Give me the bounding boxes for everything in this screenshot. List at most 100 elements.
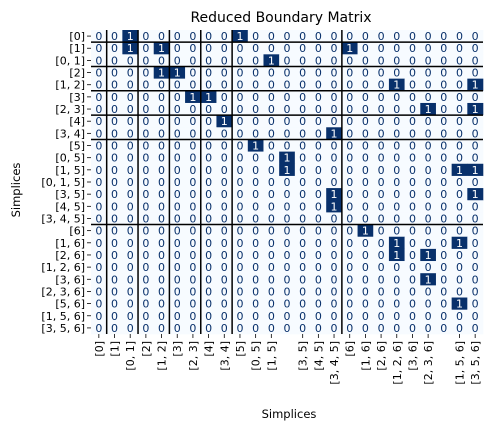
matrix-cell-value: 0 — [268, 212, 275, 225]
matrix-cell — [138, 248, 155, 262]
matrix-cell — [232, 200, 249, 213]
matrix-cell-value: 0 — [268, 127, 275, 140]
matrix-cell-value: 0 — [158, 273, 165, 286]
matrix-cell — [388, 42, 405, 55]
matrix-cell — [388, 273, 405, 286]
matrix-cell — [91, 30, 107, 43]
matrix-cell — [388, 309, 405, 323]
matrix-cell — [169, 102, 186, 116]
matrix-cell — [263, 163, 280, 177]
matrix-cell — [404, 66, 421, 79]
matrix-cell-value: 0 — [362, 140, 369, 153]
matrix-cell-value: 0 — [299, 67, 306, 80]
matrix-cell — [247, 115, 264, 128]
matrix-cell-value: 0 — [205, 152, 212, 165]
matrix-cell-value: 0 — [221, 249, 228, 262]
matrix-cell-value: 0 — [425, 188, 432, 201]
matrix-cell-value: 0 — [346, 30, 353, 43]
matrix-cell-value: 0 — [299, 176, 306, 189]
matrix-cell — [435, 78, 452, 92]
matrix-cell-value: 0 — [456, 200, 463, 213]
matrix-cell-value: 0 — [127, 310, 134, 323]
matrix-cell-value: 0 — [346, 249, 353, 262]
matrix-cell — [373, 66, 390, 79]
matrix-cell — [326, 127, 343, 140]
matrix-cell-value: 0 — [174, 237, 181, 250]
matrix-cell — [404, 273, 421, 286]
matrix-cell-value: 1 — [127, 30, 134, 43]
matrix-cell-value: 0 — [127, 67, 134, 80]
x-tick-label: [0, 1] — [124, 341, 137, 371]
matrix-cell — [185, 188, 202, 201]
matrix-cell — [153, 163, 170, 177]
matrix-cell — [263, 90, 280, 104]
matrix-cell — [326, 163, 343, 177]
matrix-cell — [388, 236, 405, 250]
matrix-cell-value: 0 — [284, 79, 291, 92]
y-tick-label: [1, 5] — [55, 164, 85, 177]
matrix-cell — [200, 261, 217, 274]
matrix-cell — [373, 248, 390, 262]
matrix-cell — [404, 90, 421, 104]
matrix-cell-value: 0 — [236, 91, 243, 104]
matrix-cell-value: 0 — [456, 30, 463, 43]
matrix-cell — [310, 115, 327, 128]
matrix-cell-value: 0 — [425, 91, 432, 104]
matrix-cell-value: 0 — [362, 298, 369, 311]
matrix-cell — [294, 90, 311, 104]
matrix-cell — [232, 115, 249, 128]
matrix-cell — [451, 42, 468, 55]
matrix-cell — [106, 78, 123, 92]
matrix-cell — [279, 297, 296, 310]
matrix-cell — [326, 236, 343, 250]
matrix-cell-value: 0 — [393, 225, 400, 238]
matrix-cell — [122, 224, 139, 238]
matrix-cell-value: 1 — [284, 164, 291, 177]
matrix-cell-value: 0 — [205, 200, 212, 213]
matrix-cell-value: 0 — [95, 152, 102, 165]
matrix-cell — [341, 273, 358, 286]
matrix-cell — [294, 115, 311, 128]
matrix-cell — [341, 78, 358, 92]
matrix-cell — [200, 139, 217, 152]
matrix-cell — [467, 127, 484, 140]
matrix-cell — [122, 200, 139, 213]
group-dividers — [91, 30, 483, 334]
matrix-cell — [373, 261, 390, 274]
matrix-cell-value: 0 — [252, 103, 259, 116]
matrix-cell-value: 0 — [409, 322, 416, 335]
matrix-cell — [373, 163, 390, 177]
matrix-cell-value: 0 — [362, 91, 369, 104]
matrix-cell — [138, 54, 155, 67]
matrix-cell — [310, 175, 327, 189]
matrix-cell-value: 0 — [440, 152, 447, 165]
matrix-cell-value: 0 — [472, 273, 479, 286]
matrix-cell — [435, 102, 452, 116]
matrix-cell-value: 0 — [393, 91, 400, 104]
matrix-cell — [279, 90, 296, 104]
y-tick-label: [2, 3] — [55, 103, 85, 116]
matrix-cell-value: 0 — [331, 115, 338, 128]
matrix-cell — [91, 285, 107, 298]
matrix-cell-value: 0 — [111, 310, 118, 323]
matrix-cell — [200, 163, 217, 177]
matrix-cell-value: 0 — [299, 91, 306, 104]
y-tick-label: [6] — [69, 225, 85, 238]
matrix-cell-value: 0 — [221, 30, 228, 43]
matrix-cell-value: 0 — [174, 285, 181, 298]
matrix-cell — [200, 115, 217, 128]
matrix-cell — [153, 188, 170, 201]
matrix-cell-value: 0 — [221, 200, 228, 213]
matrix-cell-value: 0 — [378, 322, 385, 335]
matrix-cell — [200, 273, 217, 286]
matrix-cell-value: 0 — [236, 225, 243, 238]
matrix-cell-value: 0 — [331, 140, 338, 153]
matrix-cell-value: 0 — [378, 212, 385, 225]
matrix-cell — [153, 236, 170, 250]
matrix-cell-value: 0 — [456, 67, 463, 80]
matrix-cell-value: 0 — [189, 285, 196, 298]
matrix-cell-value: 0 — [472, 212, 479, 225]
matrix-cell-value: 0 — [95, 200, 102, 213]
matrix-cell — [373, 188, 390, 201]
matrix-cell — [153, 42, 170, 55]
